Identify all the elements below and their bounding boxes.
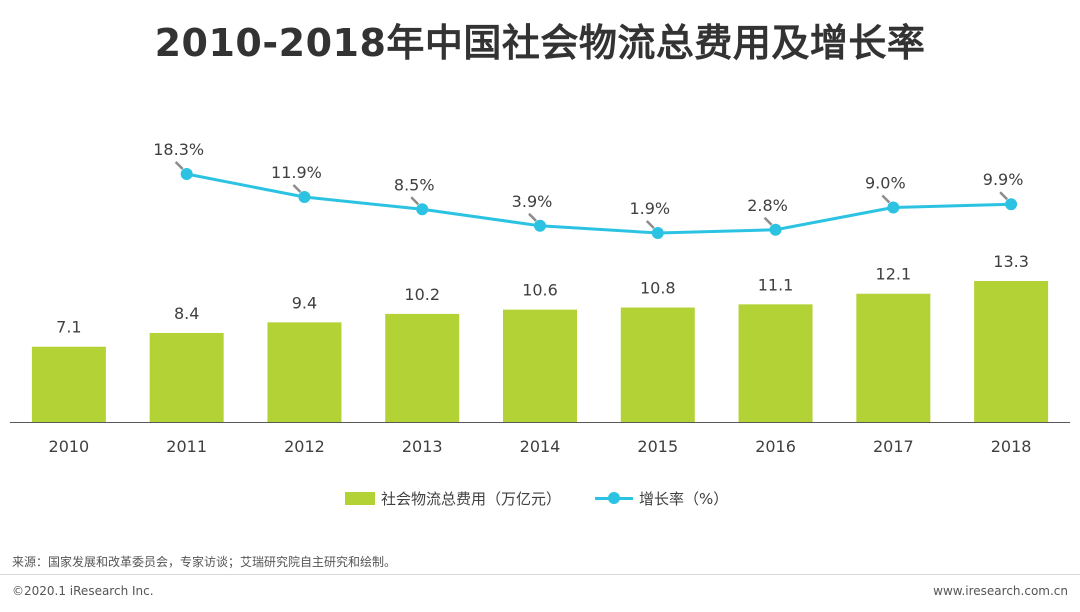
growth-value-label: 2.8%: [747, 196, 788, 215]
growth-line: [186, 172, 1012, 235]
legend-item-cost: 社会物流总费用（万亿元）: [345, 488, 561, 509]
bar-value-label: 10.8: [640, 279, 676, 298]
copyright: ©2020.1 iResearch Inc.: [12, 584, 154, 598]
bar-2013: [385, 313, 460, 422]
x-tick-label: 2014: [520, 437, 561, 456]
source-note: 来源：国家发展和改革委员会，专家访谈；艾瑞研究院自主研究和绘制。: [12, 555, 397, 569]
leader-tick: [528, 212, 537, 222]
website: www.iresearch.com.cn: [933, 584, 1068, 598]
bar-value-label: 11.1: [758, 275, 794, 294]
growth-point-2015: [651, 227, 664, 239]
growth-point-2017: [887, 201, 900, 214]
x-tick-label: 2018: [991, 437, 1032, 456]
leader-tick: [645, 220, 655, 229]
bar-2016: [738, 304, 813, 422]
bar-value-label: 12.1: [876, 265, 912, 284]
x-tick-label: 2012: [284, 437, 325, 456]
bar-value-label: 8.4: [174, 304, 199, 323]
growth-value-label: 8.5%: [394, 175, 435, 194]
bar-2014: [503, 309, 577, 422]
leader-tick: [999, 191, 1008, 201]
legend-line-label: 增长率（%）: [639, 489, 729, 508]
bar-value-label: 9.4: [292, 293, 317, 312]
growth-value-label: 18.3%: [153, 140, 204, 159]
leader-tick: [292, 184, 302, 193]
bar-2012: [267, 322, 342, 422]
bar-2010: [31, 346, 106, 422]
leader-tick: [881, 194, 891, 204]
bar-2017: [856, 293, 931, 422]
bar-2018: [974, 281, 1049, 422]
x-tick-label: 2010: [49, 437, 90, 456]
bar-2015: [620, 307, 695, 422]
growth-point-2014: [534, 219, 546, 232]
x-tick-label: 2015: [637, 437, 678, 456]
x-tick-label: 2011: [166, 437, 207, 456]
growth-point-2012: [298, 191, 311, 204]
growth-value-label: 9.0%: [865, 173, 906, 192]
leader-tick: [174, 161, 184, 170]
legend-bar-swatch: [345, 491, 375, 505]
growth-value-label: 3.9%: [512, 192, 553, 211]
x-tick-label: 2017: [873, 437, 914, 456]
chart-title: 2010-2018年中国社会物流总费用及增长率: [154, 21, 926, 65]
x-tick-label: 2013: [402, 437, 443, 456]
legend-line-swatch: [595, 491, 634, 505]
bar-2011: [149, 332, 224, 422]
leader-tick: [410, 196, 420, 206]
legend: 社会物流总费用（万亿元） 增长率（%）: [345, 486, 762, 510]
legend-bar-label: 社会物流总费用（万亿元）: [381, 489, 562, 508]
footer-divider: [0, 574, 1080, 575]
growth-point-2013: [416, 203, 429, 216]
bar-value-label: 13.3: [993, 252, 1029, 271]
bar-value-label: 10.6: [522, 281, 558, 300]
x-tick-label: 2016: [755, 437, 796, 456]
growth-value-label: 11.9%: [271, 163, 322, 182]
growth-point-2016: [769, 223, 782, 236]
bar-value-label: 7.1: [56, 318, 81, 337]
legend-item-growth: 增长率（%）: [595, 488, 728, 509]
growth-value-label: 1.9%: [629, 199, 670, 218]
growth-point-2018: [1005, 198, 1018, 211]
growth-point-2011: [180, 168, 193, 180]
growth-value-label: 9.9%: [983, 170, 1024, 189]
leader-tick: [763, 216, 773, 226]
bar-value-label: 10.2: [404, 285, 440, 304]
